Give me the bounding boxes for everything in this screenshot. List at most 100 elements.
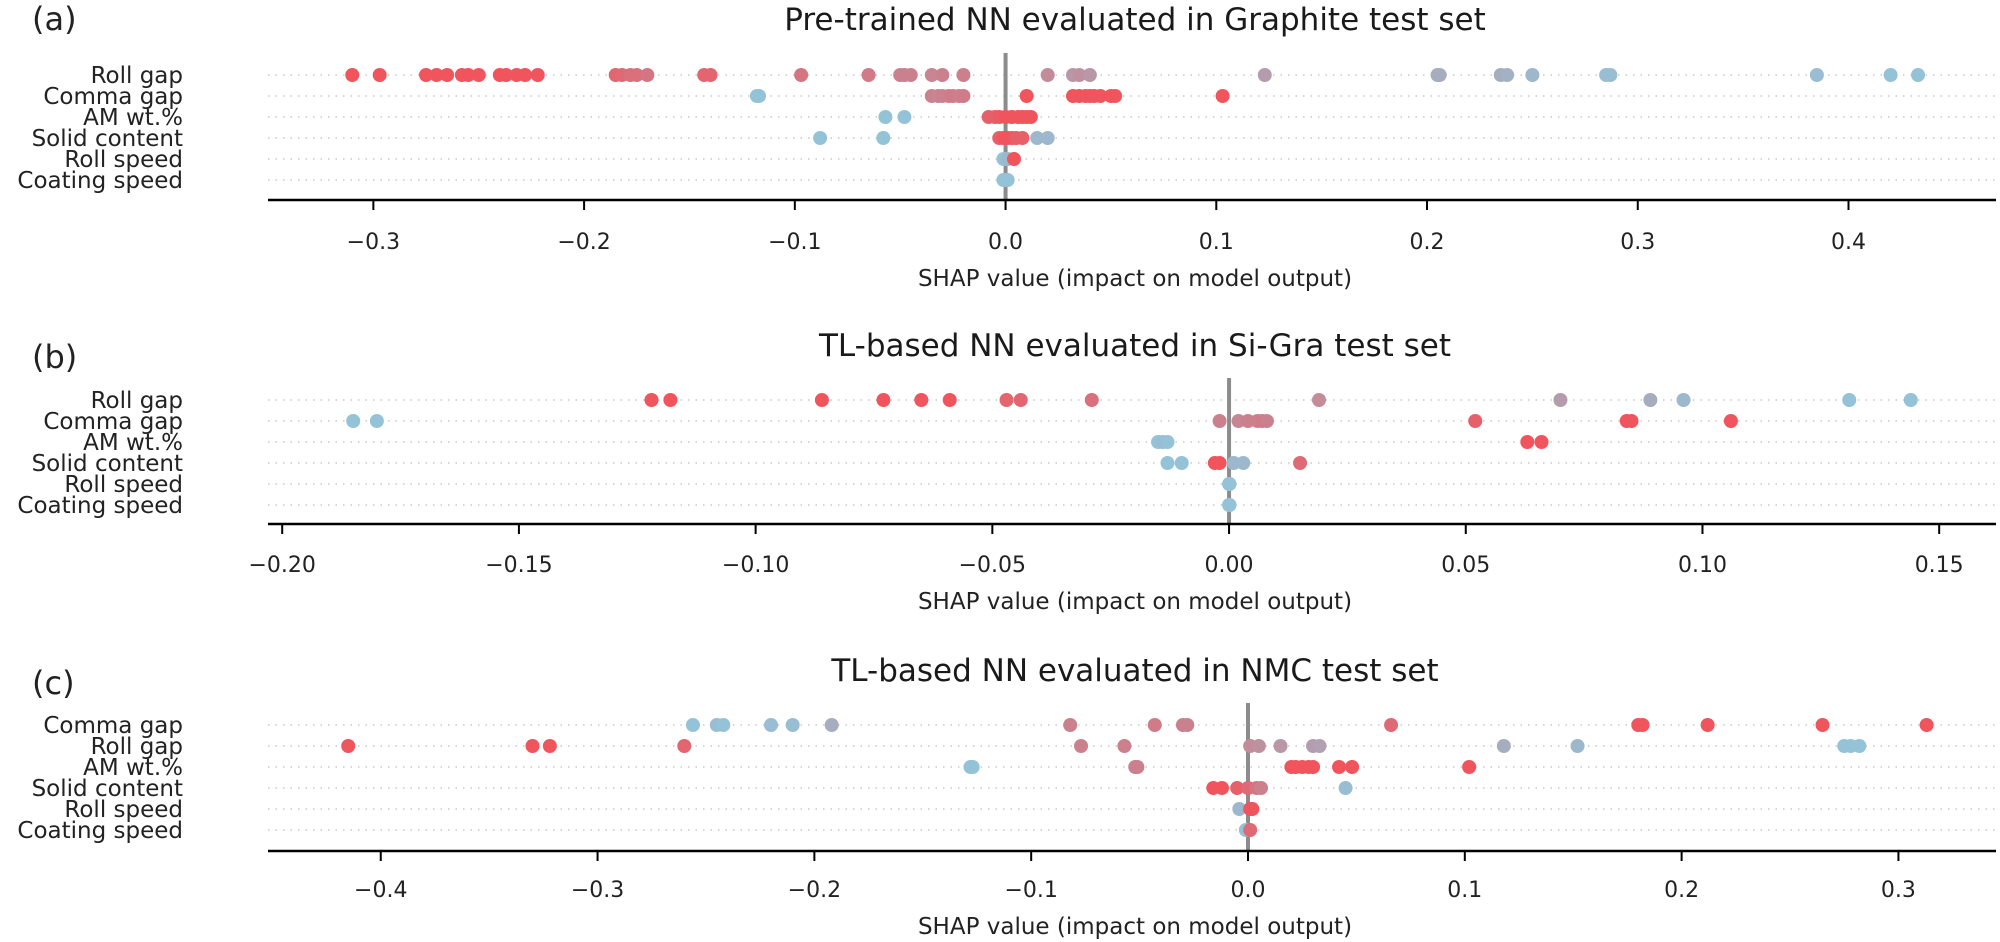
shap-point [1019, 89, 1034, 103]
shap-point [1015, 131, 1030, 145]
shap-point [1815, 718, 1830, 732]
x-axis-label: SHAP value (impact on model output) [918, 589, 1352, 615]
shap-point [1603, 68, 1618, 82]
shap-point [1842, 393, 1857, 407]
shap-point [1160, 435, 1175, 449]
shap-point [1273, 739, 1288, 753]
feature-label: Solid content [32, 776, 183, 802]
x-axis-label: SHAP value (impact on model output) [918, 266, 1352, 292]
feature-label: Coating speed [17, 493, 183, 519]
shap-point [903, 68, 918, 82]
shap-point [999, 393, 1014, 407]
shap-point [1130, 760, 1145, 774]
x-tick-label: 0.4 [1831, 230, 1866, 255]
x-tick-label: 0.2 [1664, 878, 1699, 903]
x-tick-label: 0.1 [1199, 230, 1234, 255]
shap-point [824, 718, 839, 732]
shap-point [1432, 68, 1447, 82]
shap-point [956, 89, 971, 103]
feature-label: Coating speed [17, 818, 183, 844]
shap-point [341, 739, 356, 753]
shap-point [1312, 739, 1327, 753]
shap-point [1174, 456, 1189, 470]
panel-letter: (c) [32, 664, 75, 702]
shap-point [965, 760, 980, 774]
shap-point [716, 718, 731, 732]
shap-point [924, 68, 939, 82]
shap-point [1468, 414, 1483, 428]
x-tick-label: 0.10 [1678, 553, 1727, 578]
shap-point [1570, 739, 1585, 753]
feature-label: Roll speed [64, 472, 183, 498]
shap-point [878, 110, 893, 124]
x-tick-label: −0.4 [354, 878, 407, 903]
shap-point [1040, 131, 1055, 145]
shap-point [1093, 89, 1108, 103]
x-tick-label: −0.20 [248, 553, 315, 578]
shap-point [1236, 456, 1251, 470]
shap-point [525, 739, 540, 753]
feature-label: Roll gap [91, 734, 183, 760]
feature-label: Coating speed [17, 168, 183, 194]
shap-point [1700, 718, 1715, 732]
shap-point [1553, 393, 1568, 407]
shap-point [1243, 823, 1258, 837]
x-tick-label: −0.1 [768, 230, 821, 255]
shap-point [1384, 718, 1399, 732]
shap-point [663, 393, 678, 407]
shap-point [914, 393, 929, 407]
shap-point [1082, 68, 1097, 82]
panel-1: (a) Pre-trained NN evaluated in Graphite … [17, 0, 1996, 292]
shap-point [677, 739, 692, 753]
shap-point [1030, 131, 1045, 145]
shap-point [369, 414, 384, 428]
shap-point [1635, 718, 1650, 732]
shap-point [1624, 414, 1639, 428]
x-tick-label: 0.2 [1410, 230, 1445, 255]
feature-label: Solid content [32, 126, 183, 152]
shap-point [876, 131, 891, 145]
shap-point [794, 68, 809, 82]
feature-label: Solid content [32, 451, 183, 477]
panel-title: Pre-trained NN evaluated in Graphite tes… [784, 2, 1486, 38]
shap-point [1000, 173, 1015, 187]
x-tick-label: −0.2 [788, 878, 841, 903]
shap-point [1230, 781, 1245, 795]
feature-label: AM wt.% [83, 105, 183, 131]
shap-point [419, 68, 434, 82]
feature-label: Roll gap [91, 388, 183, 414]
shap-point [1147, 718, 1162, 732]
shap-point [1072, 68, 1087, 82]
shap-point [1643, 393, 1658, 407]
shap-point [1215, 89, 1230, 103]
shap-point [956, 68, 971, 82]
shap-point [1809, 68, 1824, 82]
feature-label: Comma gap [43, 713, 183, 739]
shap-point [1212, 414, 1227, 428]
shap-point [1852, 739, 1867, 753]
shap-point [1117, 739, 1132, 753]
feature-label: Comma gap [43, 409, 183, 435]
shap-point [1222, 498, 1237, 512]
shap-point [1525, 68, 1540, 82]
shap-point [1257, 68, 1272, 82]
feature-label: AM wt.% [83, 755, 183, 781]
shap-point [644, 393, 659, 407]
x-tick-label: −0.10 [722, 553, 789, 578]
feature-label: Comma gap [43, 84, 183, 110]
shap-point [764, 718, 779, 732]
x-tick-label: 0.00 [1205, 553, 1254, 578]
shap-point [1293, 456, 1308, 470]
shap-point [1063, 718, 1078, 732]
x-tick-label: 0.05 [1441, 553, 1490, 578]
shap-point [372, 68, 387, 82]
shap-point [1534, 435, 1549, 449]
shap-point [1212, 456, 1227, 470]
shap-point [345, 68, 360, 82]
shap-point [530, 68, 545, 82]
feature-label: AM wt.% [83, 430, 183, 456]
x-tick-label: 0.0 [988, 230, 1023, 255]
shap-point [1496, 739, 1511, 753]
shap-point [1500, 68, 1515, 82]
